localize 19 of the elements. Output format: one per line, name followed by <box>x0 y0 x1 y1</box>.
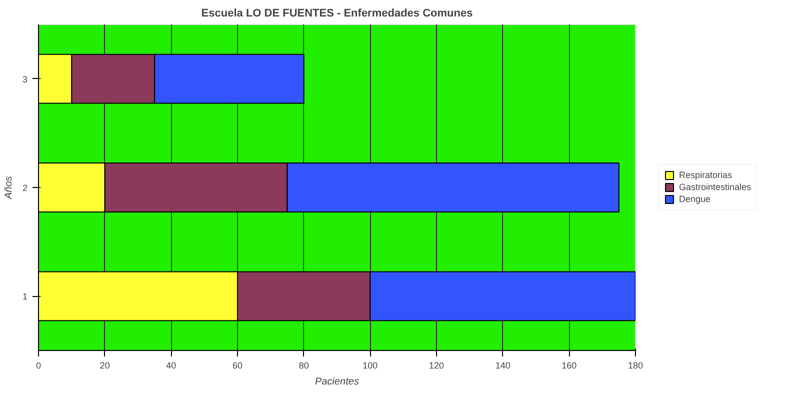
x-tick-label: 60 <box>232 360 243 370</box>
x-tick-label: 100 <box>362 360 378 370</box>
legend-label: Dengue <box>679 194 711 204</box>
x-tick-label: 80 <box>298 360 309 370</box>
x-tick-label: 40 <box>166 360 176 370</box>
x-tick-label: 20 <box>100 360 110 370</box>
x-tick-label: 160 <box>562 360 577 370</box>
y-tick-label: 1 <box>22 292 28 302</box>
legend-label: Respiratorias <box>679 170 732 180</box>
chart-title: Escuela LO DE FUENTES - Enfermedades Comunes <box>201 8 473 20</box>
x-tick-label: 140 <box>495 360 510 370</box>
y-tick-label: 3 <box>22 74 28 84</box>
x-tick-label: 120 <box>428 360 444 370</box>
x-tick-label: 180 <box>628 360 644 370</box>
legend-label: Gastrointestinales <box>679 182 752 192</box>
y-tick-label: 2 <box>22 183 28 193</box>
x-tick-label: 0 <box>36 360 42 370</box>
y-axis-title: Años <box>3 176 14 200</box>
x-axis-title: Pacientes <box>315 376 359 388</box>
